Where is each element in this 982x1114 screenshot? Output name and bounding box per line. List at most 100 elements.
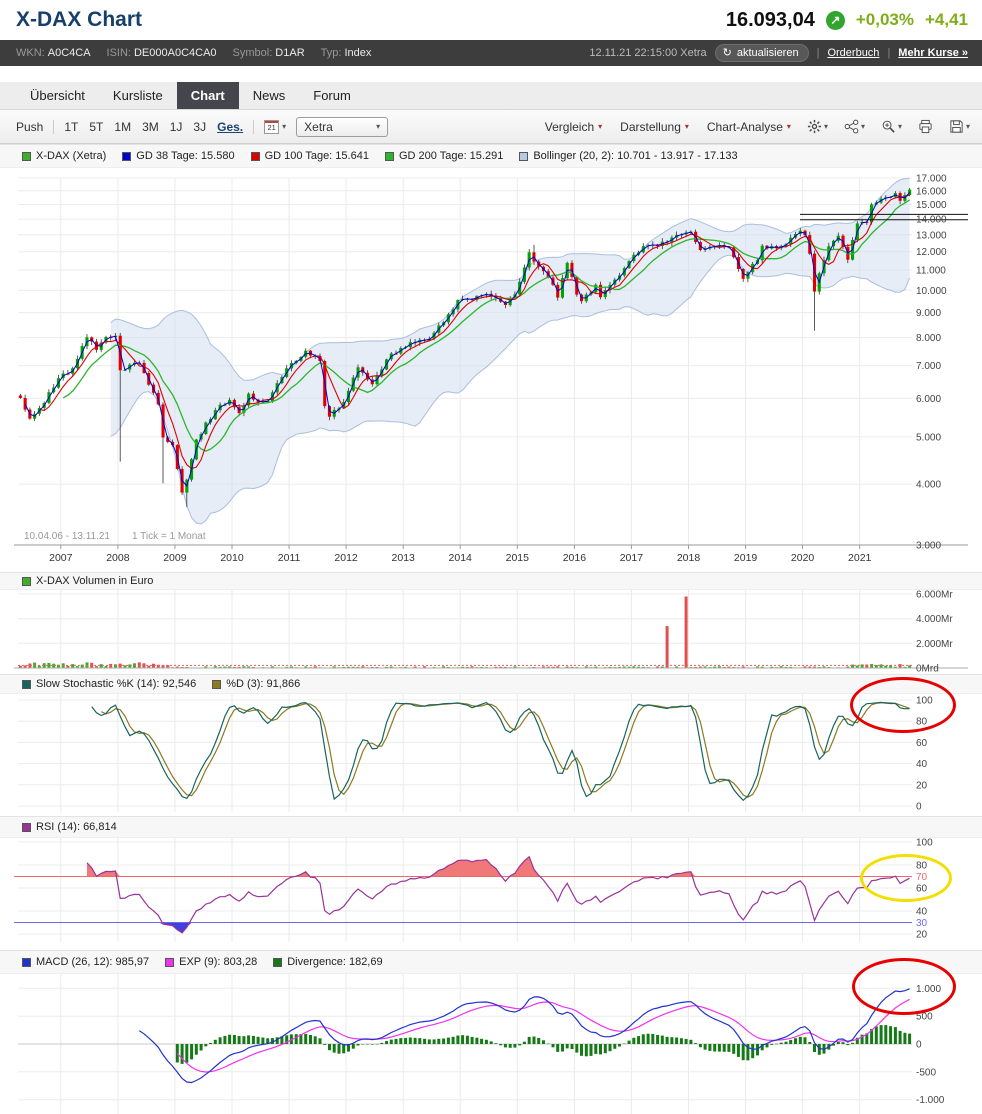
wkn-label: WKN: [16, 47, 45, 59]
legend-item: X-DAX Volumen in Euro [22, 575, 153, 587]
legend-item: Slow Stochastic %K (14): 92,546 [22, 678, 196, 690]
range-ges[interactable]: Ges. [217, 119, 244, 134]
wkn-value: A0C4CA [47, 47, 91, 59]
calendar-picker[interactable]: 21 ▾ [264, 119, 286, 134]
legend-swatch [22, 957, 31, 967]
svg-text:2018: 2018 [677, 552, 701, 564]
range-1m[interactable]: 1M [114, 119, 132, 134]
range-3j[interactable]: 3J [193, 119, 207, 134]
chevron-down-icon: ▾ [823, 122, 828, 131]
gear-icon [807, 119, 822, 134]
symbol-value: D1AR [275, 47, 305, 59]
volume-bar-chart[interactable]: 6.000Mr 4.000Mr 2.000Mr 0Mrd [0, 590, 982, 674]
refresh-button[interactable]: ↻ aktualisieren [714, 44, 809, 62]
print-button[interactable] [918, 119, 933, 134]
price-value: 16.093,04 [725, 8, 815, 31]
menu-darstellung[interactable]: Darstellung ▾ [620, 120, 689, 134]
settings-button[interactable]: ▾ [807, 119, 828, 134]
price-candlestick-chart[interactable]: 2007 2008 2009 2010 2011 2012 2013 2014 2015 2016… [0, 168, 982, 572]
legend-label: Slow Stochastic %K (14): 92,546 [36, 678, 197, 690]
svg-text:-1.000: -1.000 [916, 1095, 945, 1106]
more-quotes-link[interactable]: Mehr Kurse » [898, 47, 968, 59]
svg-text:2013: 2013 [392, 552, 416, 564]
legend-item: Bollinger (20, 2): 10.701 - 13.917 - 17.… [519, 150, 738, 162]
svg-text:40: 40 [916, 907, 928, 918]
svg-text:100: 100 [916, 696, 933, 707]
legend-swatch [122, 151, 132, 161]
legend-label: Divergence: 182,69 [287, 956, 383, 968]
toolbar-divider [53, 119, 55, 134]
legend-label: RSI (14): 66,814 [36, 821, 117, 833]
svg-text:12.000: 12.000 [916, 247, 947, 258]
svg-text:11.000: 11.000 [916, 266, 946, 277]
range-3m[interactable]: 3M [142, 119, 159, 134]
calendar-icon: 21 [264, 119, 280, 134]
svg-text:2017: 2017 [620, 552, 644, 564]
legend-label: Bollinger (20, 2): 10.701 - 13.917 - 17.… [533, 150, 738, 162]
menu-vergleich[interactable]: Vergleich ▾ [545, 120, 602, 134]
isin-pair: ISIN: DE000A0C4CA0 [107, 47, 217, 59]
save-button[interactable]: ▾ [949, 119, 970, 134]
svg-text:80: 80 [916, 717, 928, 728]
svg-text:20: 20 [916, 930, 928, 941]
typ-pair: Typ: Index [321, 47, 372, 59]
share-button[interactable]: ▾ [844, 119, 865, 134]
tab-kursliste[interactable]: Kursliste [112, 88, 163, 103]
svg-text:8.000: 8.000 [916, 333, 941, 344]
separator: | [816, 47, 820, 59]
exchange-select[interactable]: Xetra ▾ [296, 116, 389, 137]
macd-chart[interactable]: 1.000 500 0 -500 -1.000 [0, 974, 982, 1114]
macd-legend: MACD (26, 12): 985,97 EXP (9): 803,28 Dive… [0, 950, 982, 974]
legend-label: GD 38 Tage: 15.580 [136, 150, 235, 162]
svg-text:6.000: 6.000 [916, 394, 941, 405]
legend-label: GD 200 Tage: 15.291 [398, 150, 504, 162]
zoom-button[interactable]: ▾ [881, 119, 902, 134]
tab-chart[interactable]: Chart [176, 82, 239, 109]
svg-text:0: 0 [916, 1040, 922, 1051]
svg-text:5.000: 5.000 [916, 432, 941, 443]
exchange-selected-value: Xetra [304, 119, 333, 134]
legend-swatch [22, 679, 31, 689]
range-5t[interactable]: 5T [89, 119, 104, 134]
menu-label: Chart-Analyse [706, 119, 783, 134]
legend-item: GD 38 Tage: 15.580 [122, 150, 235, 162]
svg-text:0Mrd: 0Mrd [916, 664, 939, 675]
quote-block: 16.093,04 ↗ +0,03% +4,41 [726, 9, 968, 32]
typ-value: Index [344, 47, 372, 59]
legend-item: X-DAX (Xetra) [22, 150, 106, 162]
chevron-down-icon: ▾ [965, 122, 970, 131]
range-1j[interactable]: 1J [169, 119, 183, 134]
main-chart-legend: X-DAX (Xetra) GD 38 Tage: 15.580 GD 100 Ta… [0, 144, 982, 168]
tab-forum[interactable]: Forum [313, 88, 351, 103]
svg-text:14.000: 14.000 [916, 215, 947, 226]
svg-text:20: 20 [916, 780, 928, 791]
push-toggle[interactable]: Push [16, 119, 44, 134]
tab-uebersicht[interactable]: Übersicht [30, 88, 85, 103]
svg-text:60: 60 [916, 738, 928, 749]
legend-label: %D (3): 91,866 [226, 678, 301, 690]
tab-news[interactable]: News [252, 88, 286, 103]
stochastic-chart[interactable]: 100 80 60 40 20 0 [0, 694, 982, 816]
change-absolute: +4,41 [924, 10, 968, 29]
share-icon [844, 119, 859, 134]
svg-text:2014: 2014 [449, 552, 473, 564]
chevron-down-icon: ▾ [376, 122, 381, 131]
svg-text:4.000: 4.000 [916, 480, 941, 491]
svg-text:80: 80 [916, 861, 928, 872]
chevron-down-icon: ▾ [598, 122, 603, 131]
svg-text:10.04.06 - 13.11.21: 10.04.06 - 13.11.21 [24, 531, 110, 542]
change-percent: +0,03% [855, 10, 914, 29]
orderbook-link[interactable]: Orderbuch [827, 47, 880, 59]
legend-label: GD 100 Tage: 15.641 [264, 150, 369, 162]
refresh-icon: ↻ [722, 47, 732, 59]
svg-text:2012: 2012 [334, 552, 358, 564]
chart-toolbar: Push 1T 5T 1M 3M 1J 3J Ges. 21 ▾ Xetra ▾ Vergl… [0, 110, 982, 144]
legend-item: %D (3): 91,866 [212, 678, 300, 690]
instrument-infobar: WKN: A0C4CA ISIN: DE000A0C4CA0 Symbol: D1AR… [0, 40, 982, 66]
svg-text:2015: 2015 [506, 552, 530, 564]
range-1t[interactable]: 1T [64, 119, 79, 134]
save-disk-icon [949, 119, 964, 134]
menu-chart-analyse[interactable]: Chart-Analyse ▾ [707, 120, 791, 134]
